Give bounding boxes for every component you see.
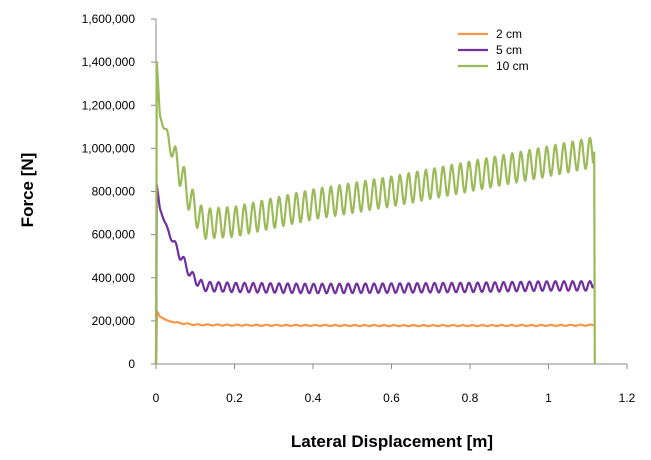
series-line-10-cm: [154, 61, 596, 365]
y-tick-label: 600,000: [92, 228, 136, 242]
x-tick-label: 0.4: [305, 391, 322, 405]
y-tick-label: 800,000: [92, 185, 136, 199]
y-tick-label: 1,600,000: [82, 12, 136, 26]
y-tick-label: 0: [128, 357, 135, 371]
x-tick-label: 0.2: [226, 391, 243, 405]
x-tick-label: 0: [153, 391, 160, 405]
y-tick-label: 1,000,000: [82, 141, 136, 155]
x-tick-label: 0.6: [383, 391, 400, 405]
y-tick-label: 1,400,000: [82, 55, 136, 69]
y-tick-label: 400,000: [92, 271, 136, 285]
x-tick-label: 0.8: [462, 391, 479, 405]
series-line-5-cm: [154, 183, 596, 365]
y-tick-label: 200,000: [92, 314, 136, 328]
legend-label: 5 cm: [496, 43, 522, 57]
y-axis-title: Force [N]: [18, 153, 37, 228]
x-axis-title: Lateral Displacement [m]: [291, 432, 493, 451]
y-tick-label: 1,200,000: [82, 98, 136, 112]
axes: 0 200,000 400,000 600,000 800,000 1,000,000 1,…: [82, 12, 636, 405]
legend-label: 2 cm: [496, 27, 522, 41]
series-line-2-cm: [154, 310, 596, 365]
series-lines: [154, 61, 596, 365]
x-tick-label: 1.2: [619, 391, 636, 405]
legend-label: 10 cm: [496, 59, 529, 73]
x-tick-label: 1: [545, 391, 552, 405]
legend: 2 cm 5 cm 10 cm: [458, 27, 529, 73]
